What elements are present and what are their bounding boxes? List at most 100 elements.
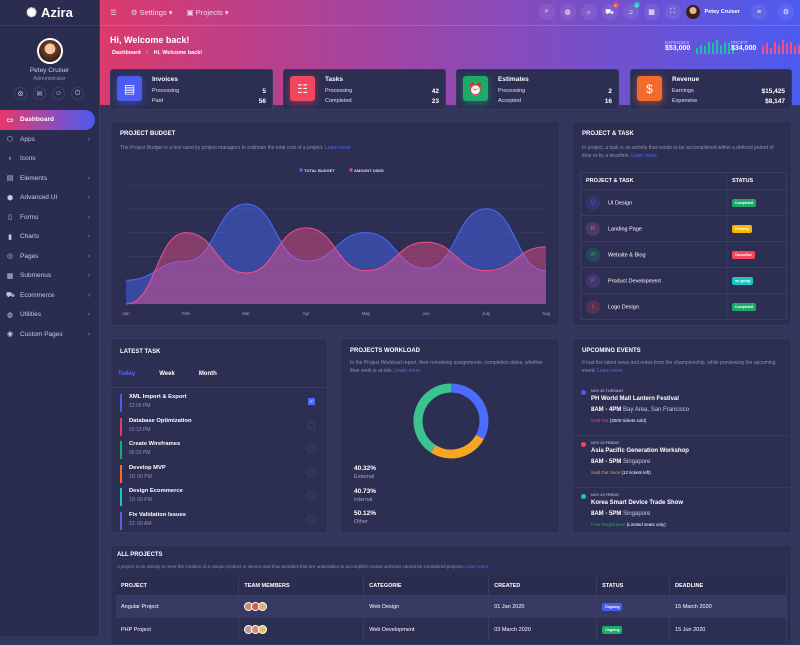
- sidebar-right-icon[interactable]: ≡: [751, 4, 767, 20]
- sidebar-item-utilities[interactable]: ◍Utilities›: [0, 305, 100, 325]
- user-name[interactable]: Petey Cruiser: [705, 9, 740, 15]
- avatar[interactable]: [37, 38, 63, 64]
- sidebar-item-label: Advanced UI: [20, 194, 57, 201]
- spark-bar: [790, 42, 792, 54]
- task-checkbox[interactable]: [308, 445, 315, 452]
- globe-icon[interactable]: ◍: [560, 4, 576, 20]
- x-tick-label: May: [362, 311, 371, 316]
- task-checkbox[interactable]: [308, 422, 315, 429]
- menu-toggle-icon[interactable]: ☰: [110, 8, 117, 17]
- breadcrumb-dashboard[interactable]: Dashboard: [112, 50, 141, 56]
- settings-dropdown[interactable]: ⚙ Settings ▾: [131, 8, 173, 17]
- project-name: Website & Blog: [608, 252, 646, 258]
- tab-week[interactable]: Week: [159, 371, 175, 377]
- learn-more-link[interactable]: Learn more: [394, 368, 420, 374]
- x-tick-label: July: [482, 311, 491, 316]
- sidebar-item-label: Submenus: [20, 272, 51, 279]
- spark-bar: [778, 45, 780, 54]
- mail-icon[interactable]: ✉: [33, 87, 46, 100]
- sun-icon[interactable]: ☼: [581, 4, 597, 20]
- chevron-right-icon: ›: [88, 311, 90, 318]
- cart-badge: 5: [613, 2, 619, 8]
- task-checkbox[interactable]: [308, 516, 315, 523]
- file-icon: ▯: [6, 213, 14, 221]
- learn-more-link[interactable]: Learn more: [631, 153, 657, 159]
- apps-grid-icon[interactable]: ▦: [644, 4, 660, 20]
- power-icon[interactable]: ⏻: [71, 87, 84, 100]
- sidebar-item-icons[interactable]: ♁Icons: [0, 149, 100, 169]
- user-avatar[interactable]: [686, 5, 700, 19]
- sidebar-item-forms[interactable]: ▯Forms›: [0, 208, 100, 228]
- sidebar-item-elements[interactable]: ▤Elements›: [0, 169, 100, 189]
- member-avatar[interactable]: [258, 625, 267, 634]
- user-icon[interactable]: ☺: [52, 87, 65, 100]
- project-name: UI Design: [608, 200, 632, 206]
- event-dot: [581, 390, 586, 395]
- sidebar-item-submenus[interactable]: ▦Submenus›: [0, 266, 100, 286]
- sidebar-item-label: Dashboard: [20, 116, 54, 123]
- expenses-summary: EXPENSES $53,000: [665, 40, 690, 52]
- projects-dropdown[interactable]: ▣ Projects ▾: [187, 8, 229, 17]
- stat-row: Expensive$8,147: [672, 98, 785, 105]
- task-time: 12: 00 AM: [129, 521, 318, 527]
- sidebar-item-ecommerce[interactable]: ⛟Ecommerce›: [0, 286, 100, 306]
- tab-month[interactable]: Month: [199, 371, 217, 377]
- task-checkbox[interactable]: [308, 469, 315, 476]
- expenses-sparkbar: [696, 40, 734, 54]
- task-time: 10: 00 PM: [129, 497, 318, 503]
- task-checkbox[interactable]: ✓: [308, 398, 315, 405]
- x-tick-label: Mar: [242, 311, 250, 316]
- grid-icon: ▦: [6, 272, 14, 280]
- sidebar-item-label: Elements: [20, 175, 47, 182]
- fullscreen-icon[interactable]: ⛶: [665, 4, 681, 20]
- compass-icon: ◎: [6, 252, 14, 260]
- project-name: Product Development: [608, 278, 661, 284]
- member-avatar[interactable]: [258, 602, 267, 611]
- sidebar-item-apps[interactable]: ⬡Apps›: [0, 130, 100, 150]
- cart-icon[interactable]: ⛟5: [602, 4, 618, 20]
- spark-bar: [782, 40, 784, 54]
- bell-icon[interactable]: ♫5: [623, 4, 639, 20]
- task-name: Develop MVP: [129, 465, 318, 471]
- project-budget-card: PROJECT BUDGET The Project Budget is a t…: [110, 121, 560, 326]
- gear-icon[interactable]: ⚙: [778, 4, 794, 20]
- spark-bar: [786, 43, 788, 54]
- learn-more-link[interactable]: Learn more: [465, 564, 488, 569]
- sidebar-item-custom-pages[interactable]: ◉Custom Pages›: [0, 325, 100, 345]
- spark-bar: [794, 46, 796, 54]
- task-checkbox[interactable]: [308, 492, 315, 499]
- task-tabs: Today Week Month: [118, 370, 241, 377]
- x-tick-label: Apr: [302, 311, 310, 316]
- status-badge: Completed: [732, 303, 756, 311]
- logo[interactable]: ✺Azira: [0, 0, 99, 26]
- clipboard-icon: ☷: [290, 76, 315, 101]
- profit-summary: PROFIT $34,000: [731, 40, 756, 52]
- sidebar: ✺Azira Petey Cruiser Administrator ⚙✉☺⏻ …: [0, 0, 100, 636]
- sidebar-item-charts[interactable]: ▮Charts›: [0, 227, 100, 247]
- card-description: It had the latest news and notes from th…: [582, 359, 782, 375]
- sidebar-item-dashboard[interactable]: ▭Dashboard: [0, 110, 95, 130]
- learn-more-link[interactable]: Learn more: [597, 368, 623, 374]
- sidebar-item-advanced-ui[interactable]: ⬢Advanced UI›: [0, 188, 100, 208]
- settings-icon[interactable]: ⚙: [14, 87, 27, 100]
- tab-today[interactable]: Today: [118, 371, 135, 377]
- search-icon[interactable]: ⌕: [539, 4, 555, 20]
- sidebar-item-pages[interactable]: ◎Pages›: [0, 247, 100, 267]
- chevron-right-icon: ›: [88, 331, 90, 338]
